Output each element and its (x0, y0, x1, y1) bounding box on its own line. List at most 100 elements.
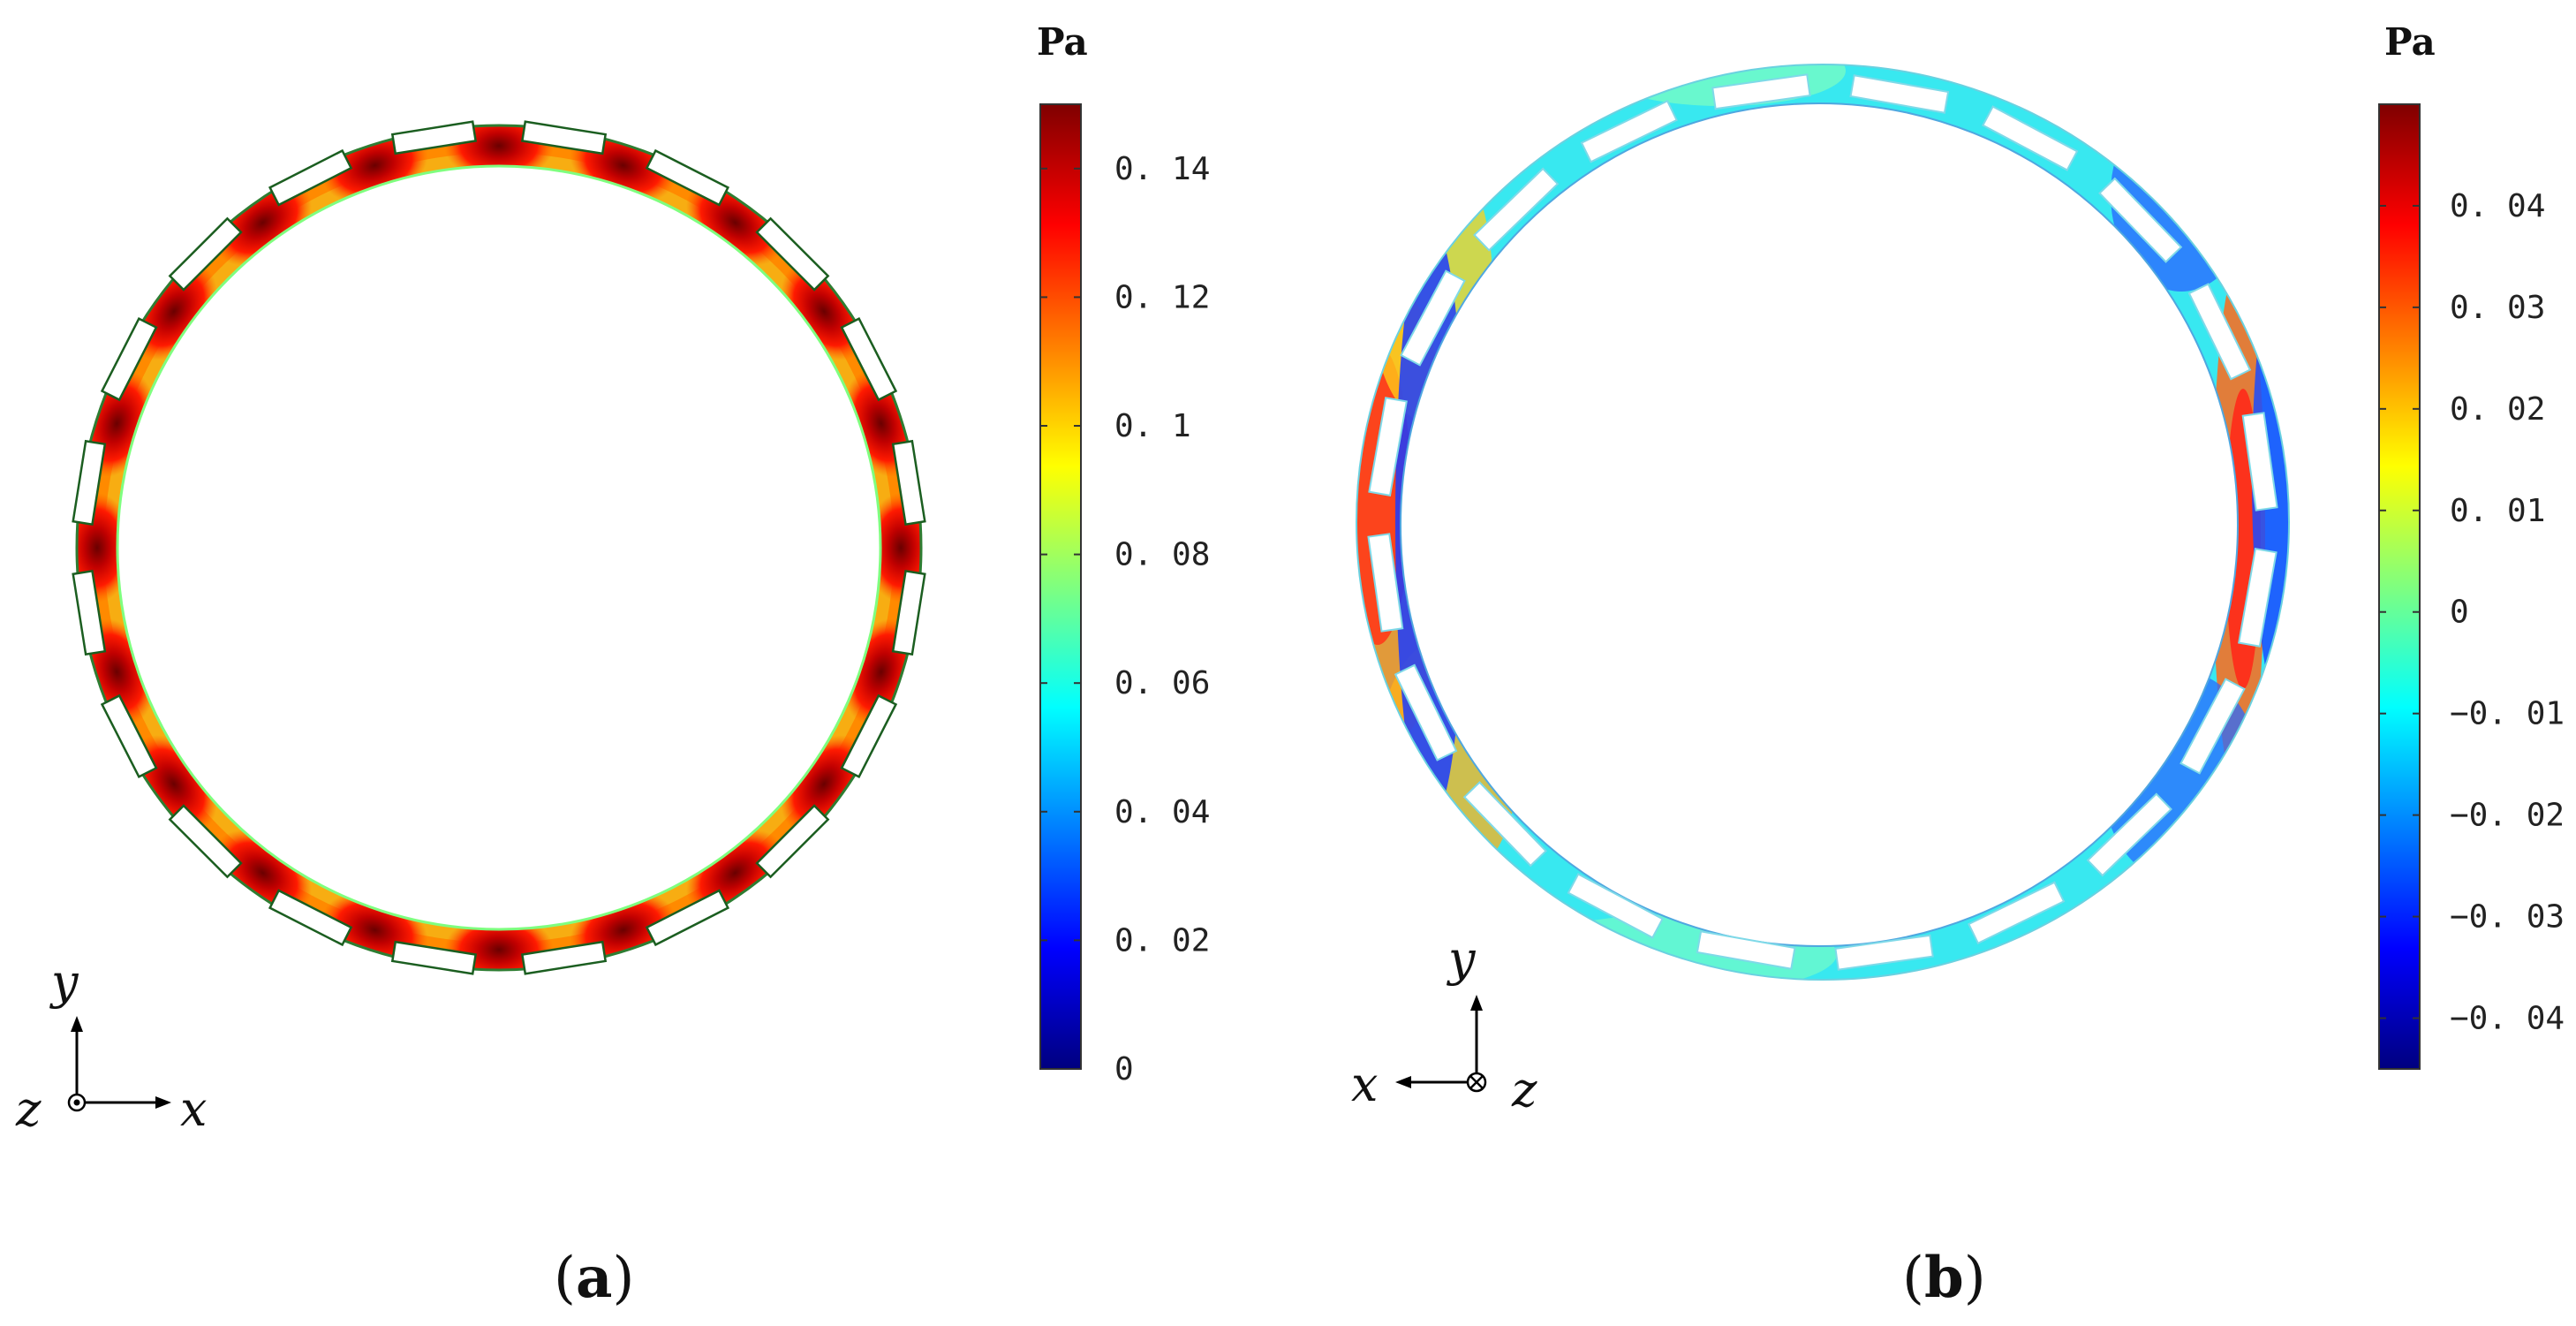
magnet-slot (390, 940, 478, 975)
ring-a-inner-edge (116, 164, 882, 931)
ring-b (1325, 35, 2340, 1025)
magnet-slot (755, 216, 830, 292)
ring-b-cold-outer-right (2252, 212, 2340, 742)
ring-b-green-bottom (1519, 914, 1837, 994)
magnet-slot (1400, 269, 1466, 367)
magnet-slot (840, 316, 898, 402)
ring-b-inner-edge (1400, 102, 2239, 947)
magnet-slot (891, 569, 926, 656)
y-arrowhead-b (1470, 995, 1483, 1011)
colorbar-tick-label: −0. 03 (2450, 899, 2565, 936)
ring-b-slots (1367, 73, 2278, 971)
axis-label-y-b: y (1447, 931, 1477, 987)
magnet-slot (1394, 663, 1458, 762)
magnet-slot (2179, 678, 2246, 775)
magnet-slot (840, 693, 898, 779)
colorbar-tick-label: 0. 1 (1114, 408, 1191, 444)
panel-label-b: (b) (1902, 1245, 1986, 1311)
magnet-slot (168, 804, 243, 879)
magnet-slot (100, 316, 158, 402)
colorbar-a-gradient (1039, 103, 1082, 1070)
magnet-slot (2187, 283, 2252, 381)
stress-hotspot (865, 493, 936, 602)
magnet-slot (1849, 74, 1950, 114)
ring-a-outer-edge (75, 124, 923, 972)
magnet-slot (1367, 533, 1404, 633)
colorbar-a-unit: Pa (1037, 20, 1088, 64)
magnet-slot (1473, 167, 1560, 252)
magnet-slot (520, 120, 608, 155)
magnet-slot (755, 804, 830, 879)
axis-label-z-a: z (15, 1081, 42, 1137)
colorbar-tick-label: 0. 14 (1114, 151, 1210, 187)
colorbar-b-gradient (2378, 103, 2421, 1070)
axes-triad-b: y x z (1351, 931, 1537, 1118)
magnet-slot (645, 148, 730, 207)
z-cross-line-2 (1469, 1075, 1484, 1089)
ring-b-outer-edge (1356, 64, 2290, 981)
colorbar-tick-label: −0. 04 (2450, 1001, 2565, 1037)
ring-b-cold-upper-right (2111, 97, 2252, 292)
z-out-dot-icon (73, 1099, 80, 1106)
colorbar-tick-label: 0. 12 (1114, 279, 1210, 315)
axis-label-z-b: z (1511, 1062, 1537, 1118)
colorbar-a-ticks: 0 0. 02 0. 04 0. 06 0. 08 0. 1 0. 12 0. 14 (1040, 151, 1210, 1087)
colorbar-b-unit: Pa (2384, 20, 2436, 64)
ring-a-slots (72, 120, 926, 975)
axis-label-y-a: y (49, 954, 79, 1010)
magnet-slot (390, 120, 478, 155)
magnet-slot (1368, 397, 1408, 496)
magnet-slot (1567, 873, 1664, 939)
colorbar-tick-label: 0 (2450, 595, 2469, 631)
magnet-slot (268, 148, 353, 207)
x-arrowhead-a (155, 1096, 171, 1109)
colorbar-tick-label: 0. 04 (2450, 188, 2545, 224)
magnet-slot (1982, 105, 2079, 171)
panel-a: Pa 0 0. 02 0. 04 0. 06 0. 08 0. 1 0. 12 0. 14 y… (15, 20, 1210, 1311)
magnet-slot (1968, 881, 2066, 945)
magnet-slot (1696, 930, 1796, 970)
axis-label-x-b: x (1351, 1057, 1378, 1112)
axes-triad-a: y x z (15, 954, 207, 1137)
colorbar-b-ticks: −0. 04 −0. 03 −0. 02 −0. 01 0 0. 01 0. 02 0. 03… (2379, 188, 2565, 1037)
magnet-slot (168, 216, 243, 292)
magnet-slot (2238, 548, 2278, 648)
colorbar-tick-label: 0. 02 (2450, 391, 2545, 428)
magnet-slot (1580, 99, 1678, 163)
ring-a-base (44, 88, 963, 1007)
colorbar-tick-label: 0. 06 (1114, 665, 1210, 701)
colorbar-tick-label: 0. 08 (1114, 537, 1210, 573)
magnet-slot (100, 693, 158, 779)
panel-b: Pa −0. 04 −0. 03 −0. 02 −0. 01 0 0. 01 0. 02 0.… (1325, 20, 2565, 1311)
colorbar-b: Pa −0. 04 −0. 03 −0. 02 −0. 01 0 0. 01 0. 02 0.… (2378, 20, 2565, 1070)
magnet-slot (645, 889, 730, 947)
magnet-slot (1834, 934, 1934, 971)
stress-hotspot (444, 914, 554, 985)
panel-label-a: (a) (554, 1245, 634, 1311)
colorbar-tick-label: −0. 01 (2450, 696, 2565, 732)
magnet-slot (268, 889, 353, 947)
magnet-slot (891, 439, 926, 527)
colorbar-a: Pa 0 0. 02 0. 04 0. 06 0. 08 0. 1 0. 12 0. 14 (1037, 20, 1210, 1087)
y-arrowhead-a (71, 1016, 83, 1032)
axis-label-x-a: x (180, 1081, 207, 1137)
magnet-slot (2098, 177, 2183, 263)
magnet-slot (2241, 412, 2278, 511)
colorbar-tick-label: 0. 01 (2450, 493, 2545, 529)
colorbar-tick-label: 0. 04 (1114, 794, 1210, 830)
stress-hotspot (444, 110, 554, 181)
magnet-slot (2086, 792, 2172, 877)
colorbar-tick-label: 0. 03 (2450, 290, 2545, 326)
magnet-slot (72, 439, 107, 527)
colorbar-tick-label: −0. 02 (2450, 798, 2565, 834)
magnet-slot (1462, 781, 1547, 868)
x-arrowhead-b (1395, 1076, 1411, 1088)
colorbar-tick-label: 0 (1114, 1051, 1134, 1087)
magnet-slot (520, 940, 608, 975)
ring-a (44, 88, 963, 1007)
colorbar-tick-label: 0. 02 (1114, 922, 1210, 959)
magnet-slot (1711, 73, 1811, 110)
magnet-slot (72, 569, 107, 656)
stress-hotspot (62, 493, 132, 602)
